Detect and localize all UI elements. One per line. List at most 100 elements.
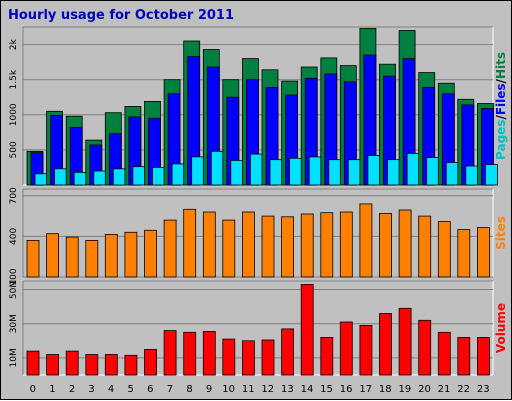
x-tick-label: 1	[49, 384, 55, 395]
volume-bar-14	[300, 283, 314, 376]
volume-bar-7	[163, 330, 177, 376]
y-tick-label: 100	[9, 268, 19, 285]
pages-bar-2	[73, 171, 87, 186]
x-tick-label: 22	[457, 384, 470, 395]
pages-files-hits-axis-label: Pages/Files/Hits	[494, 52, 508, 160]
y-tick-label: 2k	[9, 38, 19, 50]
volume-bar-21	[437, 331, 451, 376]
x-tick-label: 4	[108, 384, 114, 395]
sites-bar-18	[379, 212, 392, 278]
y-tick-label: 500	[9, 141, 19, 158]
x-tick-label: 2	[69, 384, 75, 395]
pages-bar-10	[230, 159, 244, 186]
pages-bar-16	[347, 159, 361, 186]
pages-bar-21	[445, 162, 459, 186]
pages-bar-5	[132, 166, 146, 186]
volume-bar-23	[476, 336, 490, 376]
pages-bar-15	[328, 159, 342, 186]
x-tick-label: 6	[147, 384, 153, 395]
pages-bar-9	[210, 150, 224, 186]
sites-bar-2	[65, 236, 79, 278]
volume-bar-5	[124, 354, 138, 376]
sites-bar-21	[437, 221, 451, 278]
x-tick-label: 7	[167, 384, 173, 395]
y-tick-label: 1000	[9, 103, 19, 126]
pages-bar-13	[289, 157, 303, 186]
volume-bar-20	[418, 319, 432, 376]
sites-bar-11	[241, 211, 255, 278]
sites-bar-22	[457, 229, 471, 278]
pages-bar-20	[426, 157, 440, 186]
x-tick-label: 19	[399, 384, 412, 395]
sites-bar-15	[320, 212, 334, 278]
sites-bar-7	[163, 219, 177, 278]
volume-bar-10	[222, 338, 236, 376]
x-tick-label: 8	[186, 384, 192, 395]
volume-bar-3	[85, 354, 99, 376]
axis-label-part: Pages	[494, 120, 508, 160]
sites-bar-17	[359, 203, 373, 278]
volume-bar-16	[339, 321, 353, 376]
volume-bar-11	[241, 340, 255, 376]
x-tick-label: 3	[88, 384, 94, 395]
pages-bar-14	[308, 156, 322, 186]
x-tick-label: 5	[128, 384, 134, 395]
x-tick-label: 15	[320, 384, 333, 395]
volume-bar-12	[261, 339, 275, 376]
pages-bar-3	[93, 170, 107, 186]
axis-label-part: Sites	[494, 216, 508, 250]
pages-bar-1	[54, 168, 67, 186]
x-tick-label: 9	[206, 384, 212, 395]
pages-bar-22	[465, 165, 479, 186]
pages-bar-23	[484, 164, 498, 186]
volume-bar-9	[202, 330, 216, 376]
x-tick-label: 16	[340, 384, 353, 395]
x-tick-label: 20	[418, 384, 431, 395]
x-tick-label: 21	[438, 384, 451, 395]
pages-bar-6	[152, 166, 165, 186]
sites-bar-14	[300, 213, 314, 278]
panel-background	[23, 189, 493, 277]
axis-label-part: Files	[494, 83, 508, 115]
volume-bar-13	[281, 328, 295, 376]
volume-bar-18	[379, 313, 392, 376]
sites-bar-13	[281, 216, 295, 278]
volume-bar-19	[398, 307, 412, 376]
sites-bar-8	[183, 208, 197, 278]
volume-bar-17	[359, 324, 373, 376]
x-tick-label: 14	[301, 384, 314, 395]
x-tick-label: 0	[30, 384, 36, 395]
axis-label-part: Hits	[494, 52, 508, 79]
sites-bar-1	[46, 233, 59, 278]
volume-bar-22	[457, 336, 471, 376]
volume-axis-label: Volume	[494, 303, 508, 353]
x-tick-label: 12	[261, 384, 274, 395]
pages-bar-7	[171, 163, 185, 186]
x-tick-label: 23	[477, 384, 490, 395]
pages-bar-19	[406, 152, 420, 186]
pages-bar-12	[269, 159, 283, 186]
x-tick-label: 11	[242, 384, 255, 395]
volume-bar-15	[320, 336, 334, 376]
pages-bar-0	[34, 173, 48, 186]
sites-bar-4	[104, 233, 118, 278]
volume-bar-6	[144, 348, 157, 376]
volume-bar-0	[26, 350, 40, 376]
pages-bar-4	[112, 168, 126, 186]
sites-bar-10	[222, 219, 236, 278]
sites-axis-label: Sites	[494, 216, 508, 250]
axis-label-part: Volume	[494, 303, 508, 353]
sites-bar-23	[476, 227, 490, 278]
x-tick-label: 13	[281, 384, 294, 395]
sites-bar-16	[339, 211, 353, 278]
sites-bar-12	[261, 215, 275, 278]
volume-bar-1	[46, 354, 59, 376]
x-tick-label: 18	[379, 384, 392, 395]
sites-bar-9	[202, 211, 216, 278]
volume-bar-8	[183, 331, 197, 376]
panel-background	[23, 281, 493, 375]
x-tick-label: 17	[359, 384, 372, 395]
sites-bar-3	[85, 239, 99, 278]
y-tick-label: 700	[9, 187, 19, 204]
